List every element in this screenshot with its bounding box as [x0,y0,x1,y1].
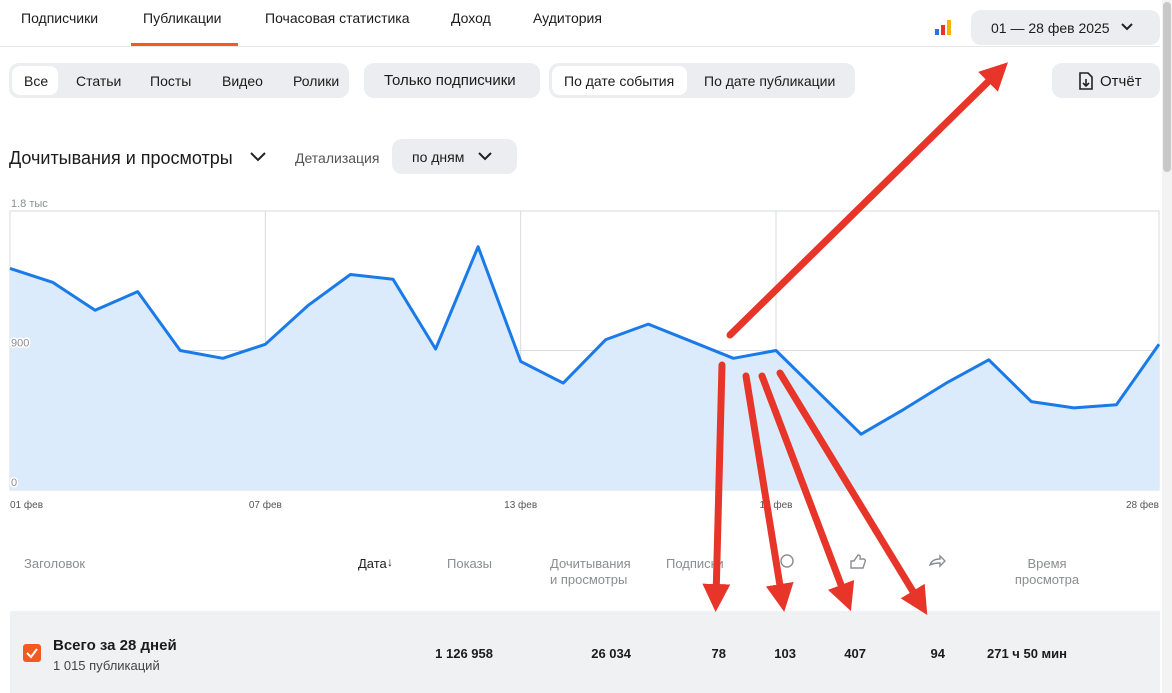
line [9,245,1161,436]
y-tick-label: 1.8 тыс [11,198,48,210]
detail-picker[interactable] [392,139,517,174]
filter-group [9,63,349,98]
col-header: Дочитывания и просмотры [550,556,631,587]
y-tick-label: 0 [11,477,17,489]
detail-value[interactable]: по дням [412,149,465,165]
total-value: 94 [930,646,945,661]
sort-icon: ↓ [387,555,393,569]
date-mode[interactable]: По дате публикации [704,73,836,89]
report-icon [1079,72,1093,90]
scrollbar[interactable] [1162,0,1172,693]
tab[interactable]: Почасовая статистика [265,10,410,26]
x-tick-label: 01 фев [10,499,43,511]
filter[interactable]: Статьи [76,73,122,89]
x-tick-label: 07 фев [249,499,282,511]
chevron [250,152,266,162]
checkbox[interactable] [23,644,41,662]
x-tick-label: 19 фев [759,499,792,511]
date-mode[interactable]: По дате события [564,73,675,89]
total-value: 407 [844,646,866,661]
col-header: Подписки [666,556,724,571]
report-label[interactable]: Отчёт [1100,73,1142,90]
active-tab-underline [131,43,238,46]
x-tick-label: 28 фев [1126,499,1159,511]
col-header[interactable]: Дата [358,556,387,571]
divider [0,46,1160,47]
total-subtitle: 1 015 публикаций [53,658,160,673]
icon-headers [780,554,946,569]
filter[interactable]: Видео [222,73,263,89]
total-value: 103 [774,646,796,661]
area [10,246,1159,490]
col-header: Заголовок [24,556,86,571]
total-value: 271 ч 50 мин [987,646,1067,661]
filter[interactable]: Посты [150,73,192,89]
chevron [1121,23,1133,31]
col-header: Показы [447,556,492,571]
col-header: Время просмотра [1014,556,1080,587]
total-value: 1 126 958 [435,646,493,661]
total-value: 26 034 [591,646,631,661]
tab[interactable]: Доход [451,10,491,26]
detail-label: Детализация [295,150,380,166]
date-range[interactable]: 01 — 28 фев 2025 [991,20,1110,36]
filter[interactable]: Ролики [293,73,340,89]
x-tick-label: 13 фев [504,499,537,511]
scroll-thumb[interactable] [1163,2,1171,172]
selected-filter [12,66,58,95]
tab[interactable]: Аудитория [533,10,602,26]
subscribers-only[interactable]: Только подписчики [384,72,516,89]
tab[interactable]: Подписчики [21,10,99,26]
total-value: 78 [711,646,726,661]
selected-date-mode [552,66,687,95]
metric-selector[interactable]: Дочитывания и просмотры [9,148,233,168]
app-icon [935,20,951,35]
report-button[interactable] [1052,63,1160,98]
total-row [10,611,1160,693]
filter[interactable]: Все [24,73,49,89]
tab[interactable]: Публикации [143,10,222,26]
subscribers-toggle[interactable] [364,63,540,98]
chevron [478,152,492,161]
y-tick-label: 900 [11,338,29,350]
total-title: Всего за 28 дней [53,637,177,654]
